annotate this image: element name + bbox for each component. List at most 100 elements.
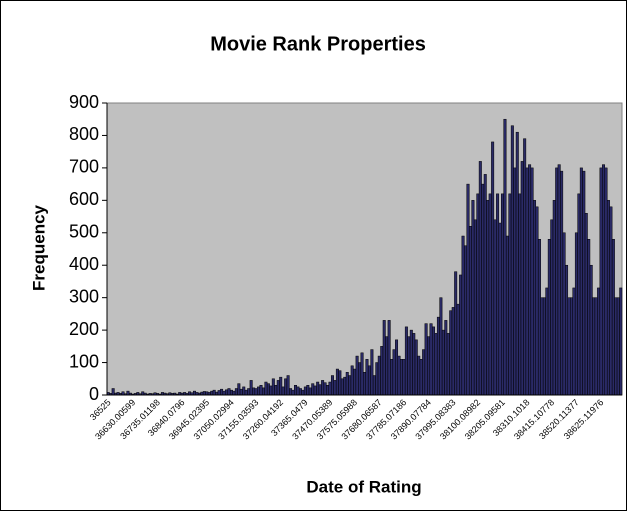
bar [537, 239, 541, 396]
y-tick-label: 700 [69, 157, 99, 177]
bar [574, 232, 578, 396]
bar [306, 385, 310, 396]
bar [296, 386, 300, 396]
bar [126, 390, 130, 396]
bar [525, 167, 529, 396]
bar [249, 380, 253, 396]
bar [602, 164, 606, 396]
bar [441, 329, 445, 396]
bar [202, 391, 206, 396]
bar [365, 359, 369, 396]
bar [257, 386, 261, 396]
bar [222, 390, 226, 396]
bar [382, 320, 386, 396]
bar [592, 297, 596, 396]
y-tick-label: 600 [69, 189, 99, 209]
bar [505, 235, 509, 396]
bar [414, 339, 418, 396]
bar [254, 388, 258, 396]
bar [419, 359, 423, 396]
bar [459, 274, 463, 396]
bar [212, 389, 216, 396]
bar [402, 359, 406, 396]
bar [444, 320, 448, 396]
bar [451, 307, 455, 396]
bar [360, 352, 364, 396]
bar [439, 297, 443, 396]
bar [582, 170, 586, 396]
bar [501, 193, 504, 396]
bar [392, 349, 396, 396]
bar [540, 297, 544, 396]
bar [271, 378, 275, 396]
bar [454, 271, 458, 396]
bar [217, 390, 221, 396]
bar [604, 167, 608, 396]
bar [291, 389, 295, 396]
bar [330, 375, 334, 396]
bar [301, 389, 305, 396]
y-tick-label: 900 [69, 92, 99, 112]
bar [237, 383, 241, 396]
bar [589, 264, 593, 396]
bar [261, 387, 265, 396]
bar [390, 359, 394, 396]
bar [247, 388, 251, 396]
bar [579, 167, 583, 396]
bar [550, 219, 554, 396]
bar [210, 390, 214, 396]
bar [286, 375, 290, 396]
bar [481, 183, 485, 396]
bar [513, 167, 517, 396]
bar [577, 193, 581, 396]
bar [303, 386, 307, 396]
bar [266, 383, 270, 396]
bar [594, 297, 598, 396]
bar [616, 297, 620, 396]
bar [528, 164, 532, 396]
bar [461, 235, 465, 396]
bar [353, 368, 357, 396]
bar [434, 333, 438, 396]
bar [496, 193, 500, 396]
bar [350, 365, 354, 396]
bar [515, 131, 519, 396]
bar [436, 316, 440, 396]
bar [294, 385, 297, 396]
bar [545, 287, 549, 396]
bar [587, 239, 591, 396]
bar [508, 193, 512, 396]
bar [547, 239, 551, 396]
bar [597, 287, 601, 396]
bar [399, 359, 403, 396]
bar [284, 378, 288, 396]
bar [468, 226, 472, 396]
bar [498, 222, 502, 396]
bar [370, 349, 374, 396]
bar [584, 213, 588, 396]
bar [244, 389, 248, 396]
bar [412, 333, 416, 396]
bar [464, 245, 468, 396]
bar [259, 385, 263, 396]
bar [225, 389, 228, 396]
bar [276, 380, 280, 396]
bar [380, 346, 384, 396]
bar [570, 297, 573, 396]
bar [476, 193, 480, 396]
bar [340, 378, 344, 396]
bar [424, 323, 428, 396]
y-tick-label: 300 [69, 286, 99, 306]
bar [326, 385, 330, 396]
bar [252, 387, 256, 396]
bar [274, 385, 278, 396]
bar [232, 390, 236, 396]
bar [417, 355, 421, 396]
y-tick-label: 800 [69, 124, 99, 144]
bar [432, 326, 435, 396]
bar [533, 200, 537, 396]
bar [316, 381, 320, 396]
bar [493, 219, 497, 396]
bar [234, 388, 238, 396]
bar [335, 368, 339, 396]
